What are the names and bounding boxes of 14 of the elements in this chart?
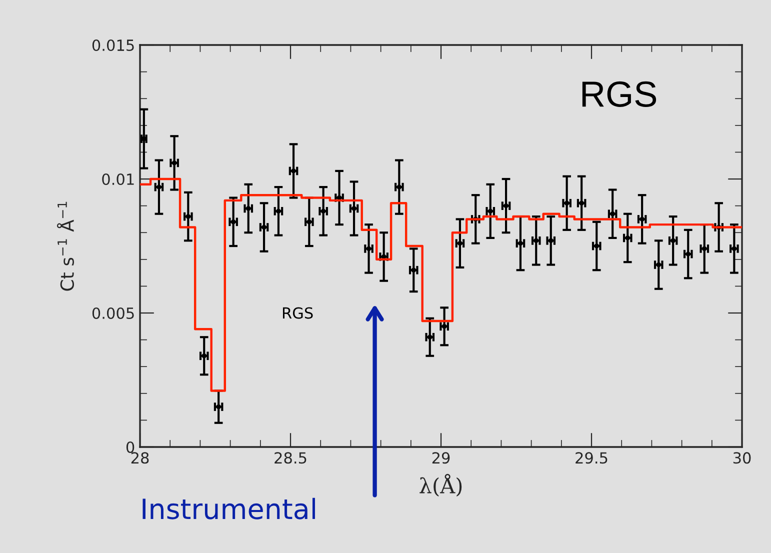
x-tick-label: 30 — [733, 452, 751, 464]
y-tick-label: 0.015 — [92, 39, 134, 52]
x-tick-label: 29.5 — [576, 452, 608, 464]
y-tick-label: 0.005 — [92, 307, 134, 320]
y-axis-title: Ct s$^{−1}$ Å$^{−1}$ — [56, 202, 74, 291]
x-tick-label: 28 — [131, 452, 149, 464]
annotation: RGS — [582, 81, 656, 107]
x-tick-label: 28.5 — [274, 452, 306, 464]
x-axis-title: λ(Å) — [420, 474, 462, 496]
x-tick-label: 29 — [432, 452, 450, 464]
annotation: RGS — [282, 307, 313, 319]
y-tick-label: 0 — [126, 441, 134, 454]
text: Instrumental — [142, 498, 315, 520]
y-tick-label: 0.01 — [102, 173, 134, 186]
